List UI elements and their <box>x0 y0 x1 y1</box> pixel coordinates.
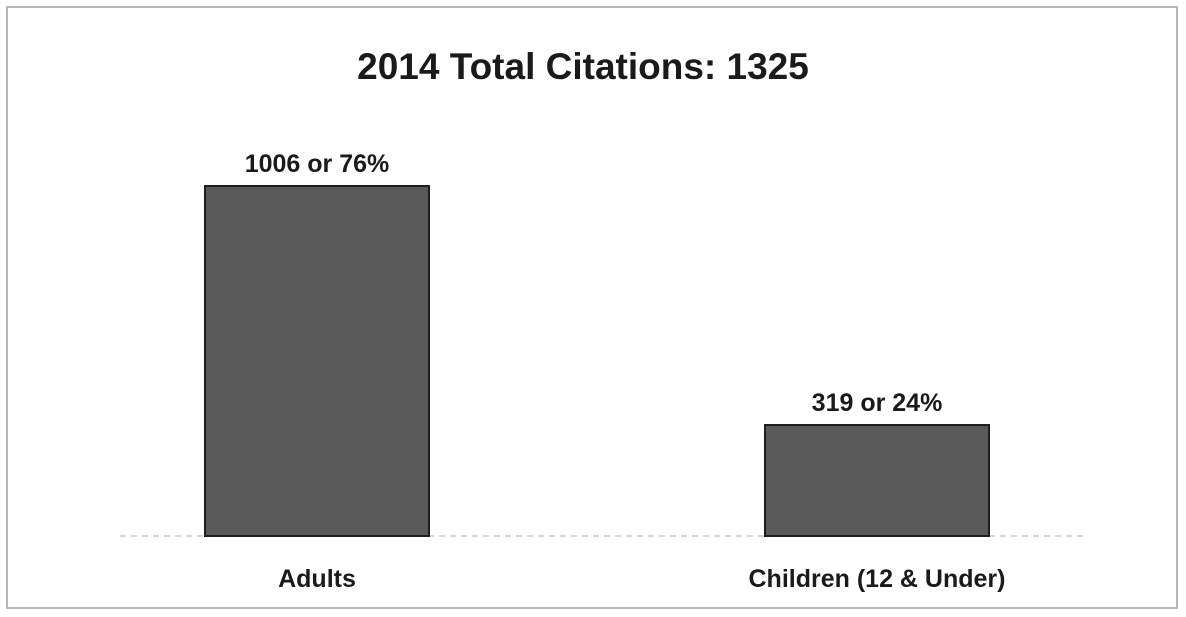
data-label-children: 319 or 24% <box>812 389 943 417</box>
category-label-children: Children (12 & Under) <box>749 565 1006 593</box>
bars-layer: 1006 or 76% Adults 319 or 24% Children (12 … <box>204 150 1006 593</box>
category-label-adults: Adults <box>278 565 356 593</box>
chart-title: 2014 Total Citations: 1325 <box>357 46 809 87</box>
data-label-adults: 1006 or 76% <box>245 150 390 178</box>
bar-children <box>764 424 990 537</box>
bar-adults <box>204 185 430 537</box>
